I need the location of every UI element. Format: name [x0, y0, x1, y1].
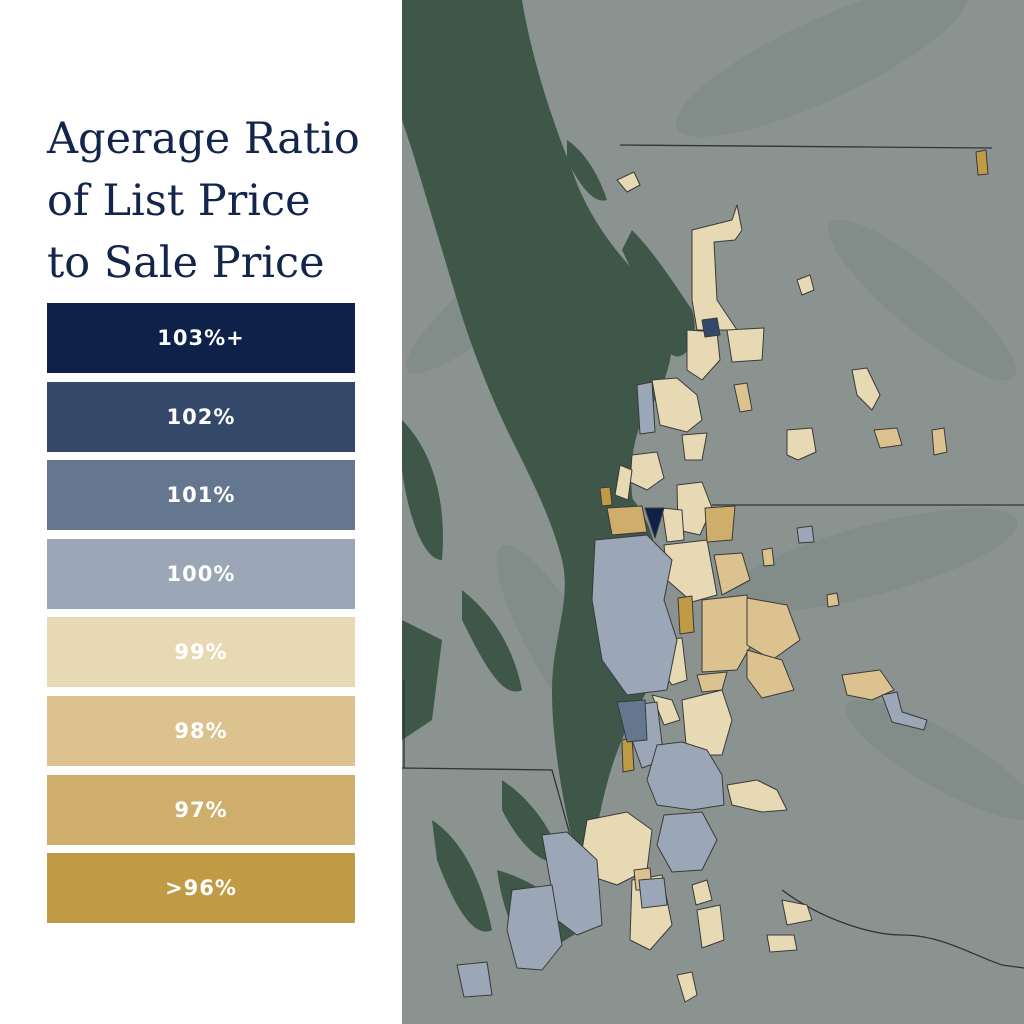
legend-item-103-plus: 103%+ — [47, 303, 355, 373]
legend-label: 100% — [166, 561, 236, 586]
regions-102 — [701, 317, 721, 338]
map — [402, 0, 1024, 1024]
legend-label: >96% — [165, 876, 237, 901]
legend-item-99: 99% — [47, 617, 355, 688]
legend-label: 103%+ — [157, 326, 245, 350]
map-canvas — [402, 0, 1024, 1024]
legend-label: 99% — [174, 640, 228, 665]
title-line-3: to Sale Price — [47, 238, 325, 288]
legend-panel: Agerage Ratio of List Price to Sale Pric… — [0, 0, 402, 1024]
legend-item-102: 102% — [47, 381, 355, 452]
legend-item-98: 98% — [47, 695, 355, 766]
legend-label: 101% — [166, 483, 236, 508]
legend-item-100: 100% — [47, 538, 355, 609]
legend-label: 97% — [174, 797, 228, 822]
legend-label: 102% — [166, 404, 236, 429]
regions-100 — [456, 381, 928, 998]
regions-97 — [606, 505, 736, 543]
legend-label: 98% — [174, 718, 228, 743]
legend-item-97: 97% — [47, 774, 355, 845]
boundary-lines — [402, 144, 1024, 969]
legend: 103%+ 102% 101% 100% 99% 98% 97% >96% — [47, 303, 355, 932]
title-line-1: Agerage Ratio — [47, 114, 360, 164]
regions-98 — [633, 382, 948, 891]
regions-99 — [581, 171, 881, 1003]
legend-item-96-minus: >96% — [47, 853, 355, 924]
map-title: Agerage Ratio of List Price to Sale Pric… — [47, 108, 387, 294]
title-line-2: of List Price — [47, 176, 311, 226]
regions-101 — [616, 699, 648, 743]
legend-item-101: 101% — [47, 460, 355, 531]
regions-103 — [644, 507, 665, 539]
regions — [456, 149, 989, 1003]
